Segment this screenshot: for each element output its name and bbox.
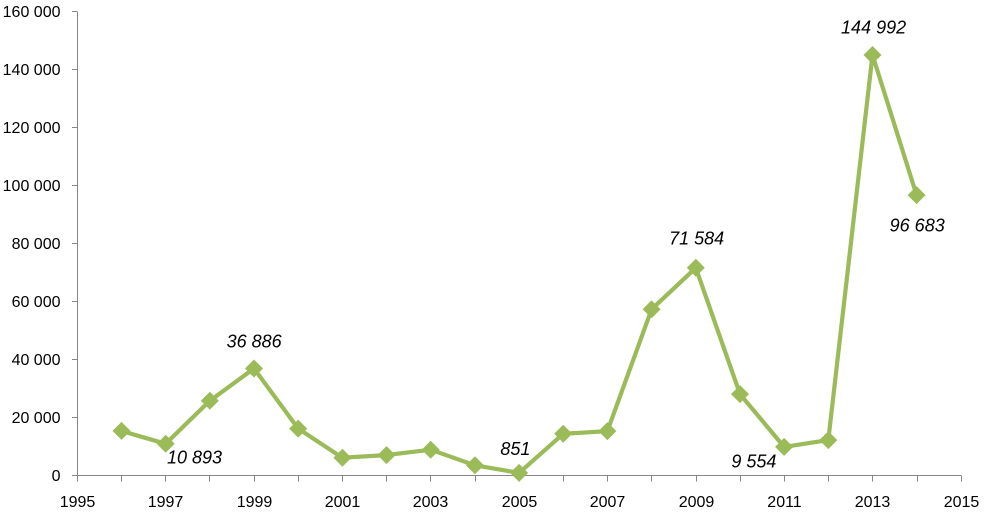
svg-text:2003: 2003 bbox=[413, 494, 449, 511]
svg-text:2007: 2007 bbox=[590, 494, 626, 511]
svg-text:1995: 1995 bbox=[60, 494, 96, 511]
svg-text:144 992: 144 992 bbox=[841, 18, 906, 38]
svg-text:2005: 2005 bbox=[502, 494, 538, 511]
svg-text:2013: 2013 bbox=[855, 494, 891, 511]
svg-text:71 584: 71 584 bbox=[669, 228, 724, 248]
svg-text:851: 851 bbox=[500, 439, 530, 459]
svg-text:0: 0 bbox=[52, 468, 61, 485]
svg-text:1999: 1999 bbox=[237, 494, 273, 511]
svg-text:160 000: 160 000 bbox=[3, 4, 61, 21]
svg-text:96 683: 96 683 bbox=[890, 216, 945, 236]
svg-text:36 886: 36 886 bbox=[227, 331, 283, 351]
svg-text:140 000: 140 000 bbox=[3, 62, 61, 79]
svg-text:2011: 2011 bbox=[767, 494, 802, 511]
svg-text:120 000: 120 000 bbox=[3, 120, 61, 137]
svg-text:80 000: 80 000 bbox=[12, 236, 61, 253]
svg-text:100 000: 100 000 bbox=[3, 178, 61, 195]
svg-text:1997: 1997 bbox=[148, 494, 184, 511]
svg-text:40 000: 40 000 bbox=[12, 352, 61, 369]
svg-text:9 554: 9 554 bbox=[731, 451, 776, 471]
svg-text:10 893: 10 893 bbox=[167, 448, 222, 468]
svg-text:2001: 2001 bbox=[325, 494, 361, 511]
svg-text:60 000: 60 000 bbox=[12, 294, 61, 311]
svg-text:20 000: 20 000 bbox=[12, 410, 61, 427]
svg-text:2009: 2009 bbox=[679, 494, 715, 511]
svg-text:2015: 2015 bbox=[944, 494, 980, 511]
